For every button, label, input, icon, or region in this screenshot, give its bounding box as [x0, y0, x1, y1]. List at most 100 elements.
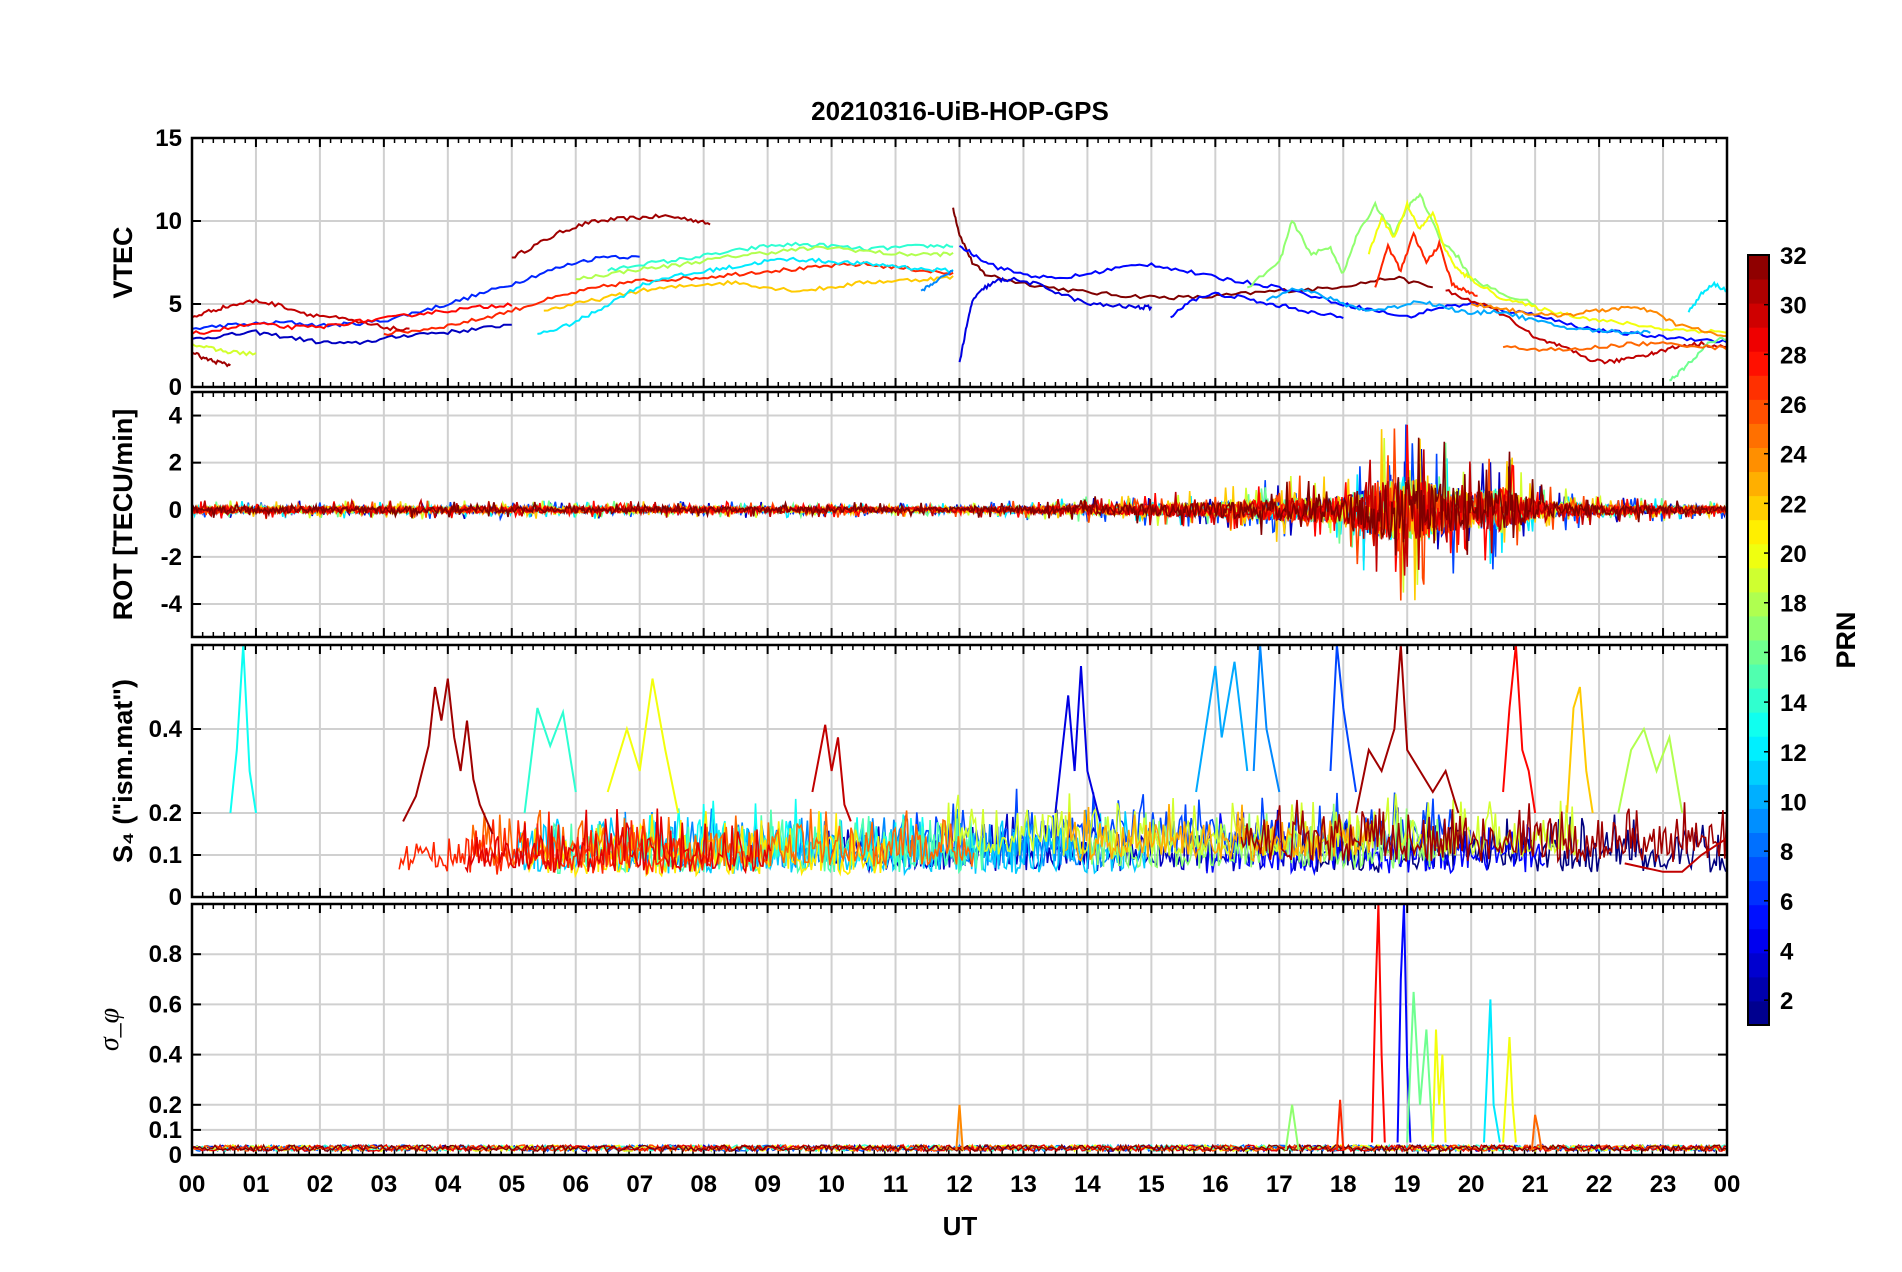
colorbar-tick-label: 4 [1780, 938, 1794, 965]
colorbar-segment [1748, 808, 1769, 833]
x-tick-label: 20 [1458, 1171, 1485, 1198]
series-prn-22 [1566, 686, 1594, 814]
s4-series-prn-31 [1240, 799, 1727, 864]
colorbar-tick-label: 24 [1780, 442, 1807, 469]
series-prn-28 [192, 302, 513, 335]
x-tick-label: 08 [690, 1171, 717, 1198]
sigma-series-prn-32 [192, 1143, 1727, 1153]
series-prn-13 [229, 645, 257, 814]
series-prn-25 [1530, 1114, 1543, 1151]
series-prn-10 [1195, 661, 1249, 793]
y-tick-label: 4 [169, 403, 183, 430]
colorbar-segment [1748, 519, 1769, 545]
x-tick-label: 10 [818, 1171, 845, 1198]
colorbar-tick-label: 10 [1780, 789, 1807, 816]
series-prn-28 [1371, 904, 1386, 1143]
colorbar-segment [1748, 399, 1769, 424]
series-prn-20 [606, 678, 680, 814]
series-prn-4 [1054, 665, 1102, 822]
colorbar-segment [1748, 423, 1769, 448]
colorbar-segment [1748, 928, 1769, 954]
x-tick-label: 03 [371, 1171, 398, 1198]
colorbar-segment [1748, 1000, 1769, 1026]
series-prn-10 [1265, 287, 1651, 336]
data-layer [192, 904, 1727, 1153]
colorbar-label: PRN [1831, 611, 1861, 668]
colorbar-tick-label: 18 [1780, 591, 1807, 618]
x-tick-label: 04 [434, 1171, 461, 1198]
x-tick-label: 06 [562, 1171, 589, 1198]
s4-series-prn-25 [470, 808, 975, 869]
rot-series-prn-32 [192, 437, 1727, 556]
s4-series-prn-17 [1089, 803, 1448, 870]
x-tick-label: 19 [1394, 1171, 1421, 1198]
x-tick-label: 17 [1266, 1171, 1293, 1198]
vtec-panel: 0 5 10 15 VTEC [108, 125, 1729, 401]
x-tick-label: 23 [1650, 1171, 1677, 1198]
series-prn-12 [1687, 280, 1727, 313]
s4-series-prn-15 [551, 809, 985, 875]
x-tick-label: 13 [1010, 1171, 1037, 1198]
x-tick-label: 15 [1138, 1171, 1165, 1198]
y-tick-label: 10 [155, 208, 182, 235]
series-prn-16 [1669, 337, 1727, 382]
series-prn-32 [952, 207, 1433, 301]
y-tick-label: 0 [169, 497, 182, 524]
s4-panel: 0 0.1 0.2 0.4 S₄ ("ism.mat") [108, 643, 1729, 911]
colorbar-segment [1748, 591, 1769, 617]
colorbar-frame [1747, 254, 1770, 1026]
sigma-phi-panel: 00.10.2 0.4 0.6 0.8 σ_φ [94, 902, 1729, 1169]
series-prn-14 [523, 707, 577, 814]
s4-series-prn-23 [1064, 803, 1372, 864]
y-tick-label: 0.2 [149, 800, 182, 827]
series-prn-12 [1483, 999, 1501, 1143]
y-tick-label: 0.6 [149, 991, 182, 1018]
data-layer [192, 192, 1727, 382]
y-tick-label: 15 [155, 125, 182, 152]
x-axis-label: UT [943, 1211, 978, 1241]
colorbar-tick-label: 2 [1780, 988, 1793, 1015]
x-tick-label: 12 [946, 1171, 973, 1198]
x-tick-label: 02 [307, 1171, 334, 1198]
series-prn-24 [1470, 302, 1727, 338]
y-tick-label: 0.1 [149, 1117, 182, 1144]
colorbar-segment [1748, 736, 1769, 761]
y-tick-label: 0 [169, 1142, 182, 1169]
x-tick-label: 18 [1330, 1171, 1357, 1198]
data-layer [192, 424, 1727, 601]
series-prn-31 [192, 351, 231, 368]
axes-box [190, 902, 1729, 1157]
series-prn-7 [1329, 645, 1357, 793]
y-axis-label: VTEC [108, 226, 138, 298]
series-prn-30 [1445, 289, 1727, 365]
x-tick-label: 16 [1202, 1171, 1229, 1198]
x-tick-label: 00 [179, 1171, 206, 1198]
colorbar-tick-label: 26 [1780, 392, 1807, 419]
colorbar-segment [1748, 327, 1769, 352]
colorbar-tick-label: 22 [1780, 491, 1807, 518]
series-prn-9 [1252, 645, 1281, 793]
y-tick-label: 0.2 [149, 1092, 182, 1119]
y-tick-label: 0.4 [149, 716, 183, 743]
series-prn-3 [192, 323, 512, 346]
colorbar-tick-label: 6 [1780, 889, 1793, 916]
y-tick-label: 0.1 [149, 842, 182, 869]
series-prn-25 [1502, 340, 1727, 352]
colorbar-tick-label: 28 [1780, 342, 1807, 369]
colorbar-tick-label: 32 [1780, 243, 1807, 270]
x-tick-label: 22 [1586, 1171, 1613, 1198]
colorbar-tick-label: 20 [1780, 541, 1807, 568]
series-prn-14 [607, 241, 954, 272]
x-tick-label: 05 [498, 1171, 525, 1198]
series-prn-5 [1170, 291, 1344, 320]
s4-series-prn-29 [464, 808, 772, 875]
colorbar-segment [1748, 615, 1769, 641]
s4-series-prn-5 [1206, 812, 1546, 877]
series-prn-16 [1406, 991, 1434, 1143]
series-prn-27 [1335, 1099, 1345, 1151]
colorbar-segment [1748, 856, 1769, 882]
series-prn-20 [1502, 1036, 1517, 1143]
data-layer [229, 645, 1727, 879]
series-prn-30 [1624, 837, 1727, 873]
colorbar-segment [1748, 375, 1769, 400]
